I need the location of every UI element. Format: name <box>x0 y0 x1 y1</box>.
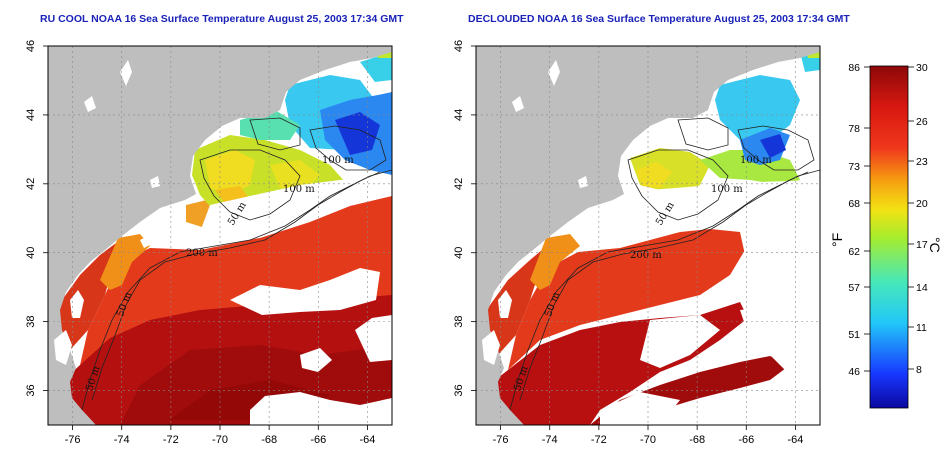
land-detail <box>54 60 160 365</box>
fahrenheit-tick-label: 57 <box>848 282 860 294</box>
graticule <box>476 46 820 425</box>
axis-ticks: -76 -74 -72 -70 -68 -66 -64 36 38 40 42 44 46 <box>25 40 375 446</box>
land-mass <box>476 46 820 425</box>
panel-declouded-sst: DECLOUDED NOAA 16 Sea Surface Temperatur… <box>453 13 850 446</box>
lat-tick-label: 42 <box>25 178 37 190</box>
fahrenheit-tick-label: 46 <box>848 366 860 378</box>
graticule <box>48 46 392 425</box>
fahrenheit-tick-label: 86 <box>848 62 860 74</box>
lat-tick-label: 36 <box>25 384 37 396</box>
celsius-unit-label: °C <box>927 237 943 253</box>
celsius-tick-label: 8 <box>916 364 922 376</box>
celsius-tick-label: 20 <box>916 198 928 210</box>
lon-tick-label: -72 <box>163 434 179 446</box>
panel-raw-sst: RU COOL NOAA 16 Sea Surface Temperature … <box>25 13 404 446</box>
lat-tick-label: 44 <box>453 109 465 121</box>
celsius-tick-label: 30 <box>916 62 928 74</box>
lon-tick-label: -66 <box>738 434 754 446</box>
panel-title: DECLOUDED NOAA 16 Sea Surface Temperatur… <box>468 13 850 25</box>
isobath-label: 100 m <box>711 184 743 195</box>
celsius-tick-label: 17 <box>916 239 928 251</box>
lon-tick-label: -76 <box>493 434 509 446</box>
lon-tick-label: -72 <box>591 434 607 446</box>
lon-tick-label: -70 <box>640 434 656 446</box>
isobath-contours <box>81 117 392 411</box>
lon-tick-label: -66 <box>310 434 326 446</box>
fahrenheit-tick-label: 73 <box>848 161 860 173</box>
lat-tick-label: 38 <box>453 316 465 328</box>
isobath-label: 200 m <box>186 248 218 259</box>
fahrenheit-tick-label: 62 <box>848 246 860 258</box>
fahrenheit-tick-label: 78 <box>848 123 860 135</box>
lon-tick-label: -76 <box>65 434 81 446</box>
map-area: 100 m 100 m 50 m 200 m 50 m 50 m <box>48 46 392 425</box>
land-mass <box>48 46 392 425</box>
celsius-tick-label: 26 <box>916 116 928 128</box>
colorbar-gradient <box>869 65 909 409</box>
land-detail <box>482 60 588 365</box>
isobath-contours <box>509 117 820 411</box>
lat-tick-label: 40 <box>453 247 465 259</box>
lon-tick-label: -70 <box>212 434 228 446</box>
lon-tick-label: -64 <box>787 434 803 446</box>
lon-tick-label: -74 <box>114 434 130 446</box>
lon-tick-label: -68 <box>689 434 705 446</box>
cloud-mask <box>200 176 392 425</box>
lat-tick-label: 42 <box>453 178 465 190</box>
axis-ticks: -76 -74 -72 -70 -68 -66 -64 36 38 40 42 44 46 <box>453 40 803 446</box>
lon-tick-label: -68 <box>261 434 277 446</box>
isobath-label: 100 m <box>740 155 772 166</box>
isobath-label: 200 m <box>630 250 662 261</box>
lon-tick-label: -64 <box>359 434 375 446</box>
fahrenheit-tick-label: 68 <box>848 198 860 210</box>
celsius-tick-label: 23 <box>916 156 928 168</box>
temperature-colorbar: 86 78 73 68 62 57 51 46 30 26 23 20 17 14 11 8 °F °C <box>829 62 943 409</box>
isobath-label: 100 m <box>283 184 315 195</box>
lat-tick-label: 40 <box>25 247 37 259</box>
lat-tick-label: 46 <box>453 40 465 52</box>
map-area: 100 m 100 m 50 m 200 m 50 m 50 m <box>476 46 820 425</box>
panel-title: RU COOL NOAA 16 Sea Surface Temperature … <box>40 13 404 25</box>
isobath-label: 100 m <box>322 155 354 166</box>
lat-tick-label: 38 <box>25 316 37 328</box>
celsius-tick-label: 14 <box>916 282 928 294</box>
fahrenheit-unit-label: °F <box>829 233 845 247</box>
colorbar-ticks: 86 78 73 68 62 57 51 46 30 26 23 20 17 14 11 8 <box>848 62 928 378</box>
lat-tick-label: 44 <box>25 109 37 121</box>
lat-tick-label: 36 <box>453 384 465 396</box>
fahrenheit-tick-label: 51 <box>848 329 860 341</box>
cloud-mask <box>600 180 820 425</box>
lon-tick-label: -74 <box>542 434 558 446</box>
lat-tick-label: 46 <box>25 40 37 52</box>
celsius-tick-label: 11 <box>916 322 927 334</box>
